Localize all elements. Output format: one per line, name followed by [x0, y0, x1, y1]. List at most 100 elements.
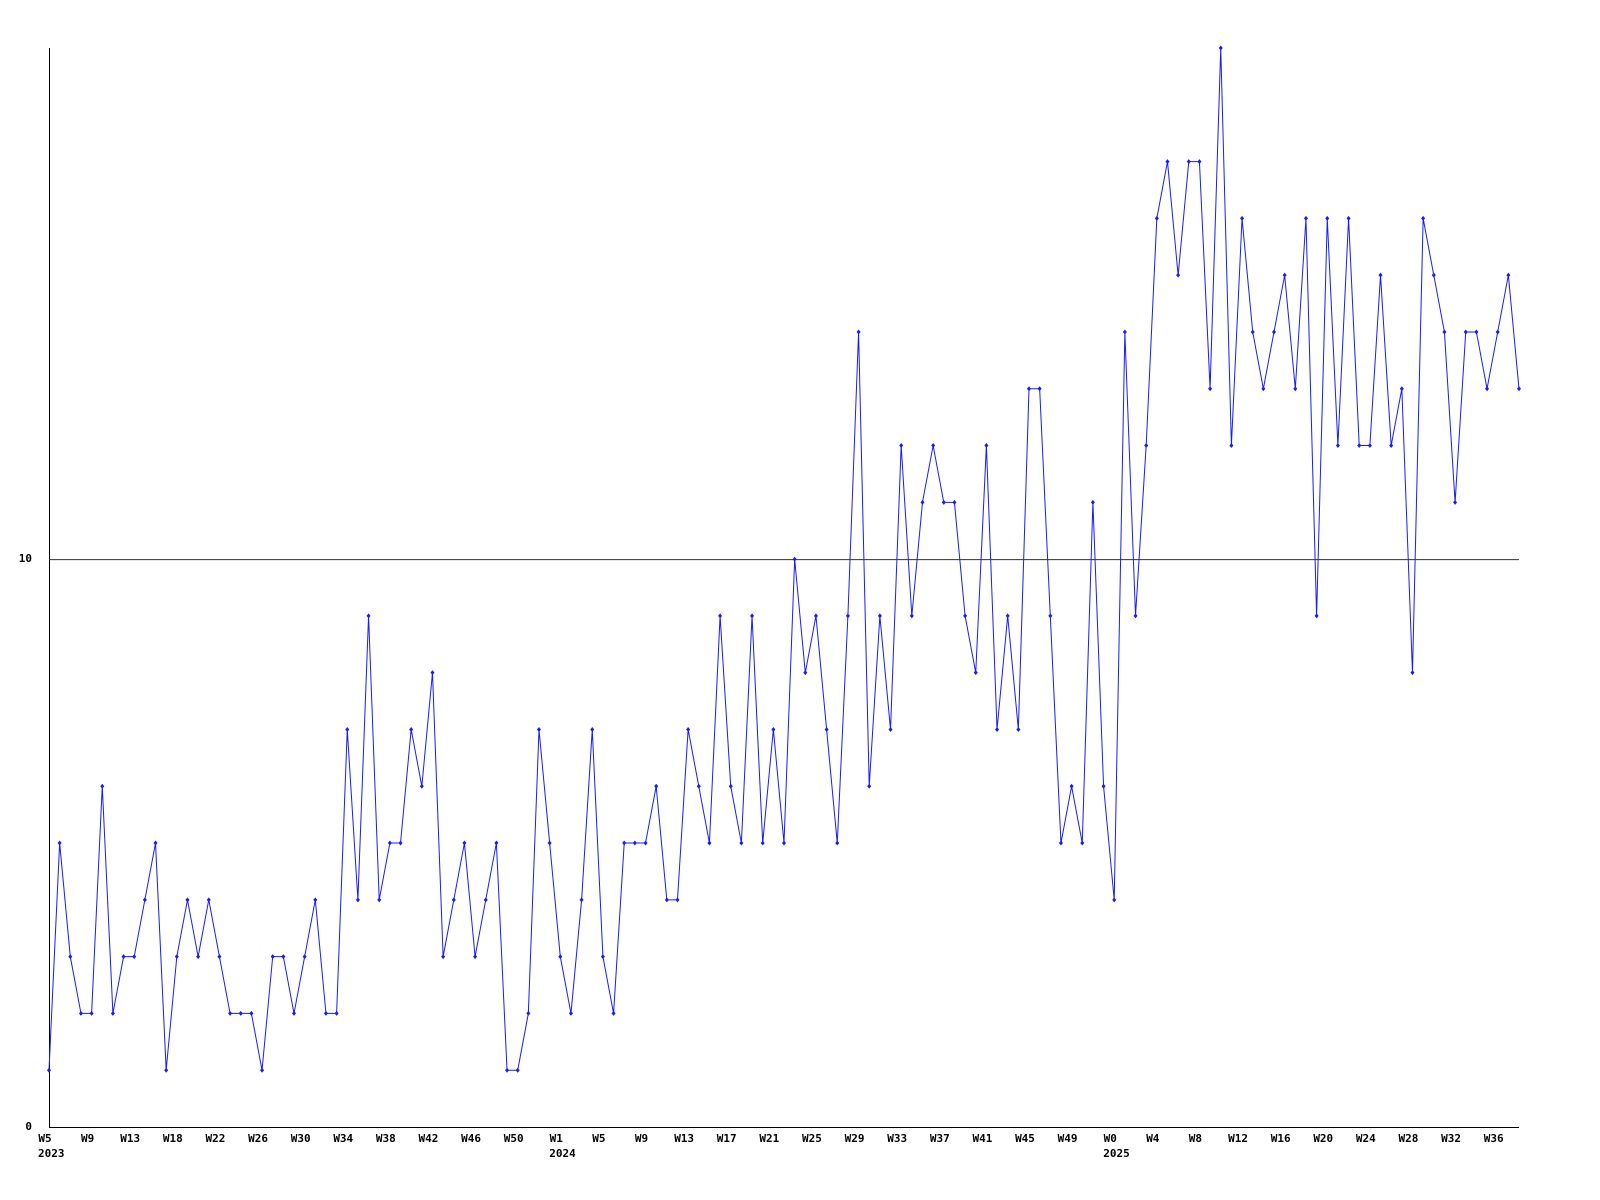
- x-tick-label: W50: [504, 1132, 524, 1145]
- data-point: [739, 840, 744, 846]
- data-point: [1335, 443, 1340, 449]
- x-tick-label: W37: [930, 1132, 950, 1145]
- x-group-label: 2023: [38, 1147, 65, 1160]
- x-tick-label: W17: [717, 1132, 737, 1145]
- data-point: [110, 1010, 115, 1016]
- data-point: [782, 840, 786, 846]
- data-point: [707, 840, 712, 846]
- data-point: [1250, 329, 1255, 335]
- x-tick-label: W42: [419, 1132, 439, 1145]
- data-point: [824, 726, 829, 732]
- data-point: [270, 954, 275, 960]
- data-point: [718, 613, 723, 619]
- data-point: [334, 1010, 339, 1016]
- data-point: [430, 670, 435, 676]
- data-point: [419, 783, 424, 789]
- data-point: [1144, 443, 1149, 449]
- data-point: [537, 726, 541, 732]
- data-point: [1069, 783, 1074, 789]
- data-point: [1218, 45, 1223, 51]
- x-tick-label: W26: [248, 1132, 268, 1145]
- x-tick-label: W1: [550, 1132, 564, 1145]
- data-point: [1410, 670, 1415, 676]
- data-point: [877, 613, 882, 619]
- x-tick-label: W25: [802, 1132, 822, 1145]
- data-point: [1133, 613, 1138, 619]
- data-point: [89, 1010, 94, 1016]
- data-point: [963, 613, 968, 619]
- data-point: [260, 1067, 265, 1073]
- data-point: [483, 897, 488, 903]
- data-point: [153, 840, 158, 846]
- x-group-label: 2024: [549, 1147, 576, 1160]
- data-point: [696, 783, 701, 789]
- data-point: [1517, 386, 1521, 392]
- data-point: [1048, 613, 1053, 619]
- x-tick-label: W30: [291, 1132, 311, 1145]
- data-point: [1122, 329, 1127, 335]
- data-point: [813, 613, 818, 619]
- data-point: [1442, 329, 1447, 335]
- data-point: [1474, 329, 1479, 335]
- data-point: [771, 726, 776, 732]
- data-point: [1495, 329, 1500, 335]
- x-group-label: 2025: [1103, 1147, 1130, 1160]
- data-point: [1485, 386, 1490, 392]
- data-point: [1101, 783, 1106, 789]
- data-point: [888, 726, 893, 732]
- x-tick-label: W46: [461, 1132, 481, 1145]
- data-point: [1176, 272, 1181, 278]
- data-point: [1080, 840, 1085, 846]
- data-point: [441, 954, 446, 960]
- x-tick-label: W8: [1189, 1132, 1202, 1145]
- data-point: [835, 840, 840, 846]
- data-point: [451, 897, 456, 903]
- data-point: [675, 897, 680, 903]
- data-point: [1261, 386, 1266, 392]
- data-point: [1378, 272, 1383, 278]
- data-point: [568, 1010, 573, 1016]
- x-tick-label: W5: [38, 1132, 51, 1145]
- data-point: [1037, 386, 1042, 392]
- data-point: [1005, 613, 1010, 619]
- data-point: [1421, 215, 1426, 221]
- data-point: [121, 954, 126, 960]
- data-point: [68, 954, 73, 960]
- x-tick-label: W13: [674, 1132, 694, 1145]
- data-point: [973, 670, 978, 676]
- x-tick-label: W32: [1441, 1132, 1461, 1145]
- data-point: [1453, 499, 1458, 505]
- data-point: [323, 1010, 328, 1016]
- data-point: [941, 499, 946, 505]
- data-point: [1165, 159, 1170, 165]
- data-point: [1090, 499, 1095, 505]
- data-point: [387, 840, 392, 846]
- x-tick-label: W49: [1058, 1132, 1078, 1145]
- x-tick-label: W9: [635, 1132, 648, 1145]
- data-point: [164, 1067, 169, 1073]
- data-point: [1346, 215, 1351, 221]
- x-tick-label: W13: [120, 1132, 140, 1145]
- x-tick-label: W20: [1313, 1132, 1333, 1145]
- x-tick-label: W0: [1104, 1132, 1117, 1145]
- data-point: [398, 840, 403, 846]
- data-point: [292, 1010, 296, 1016]
- data-point: [1229, 443, 1234, 449]
- data-point: [664, 897, 669, 903]
- x-tick-label: W9: [81, 1132, 94, 1145]
- data-point: [1399, 386, 1404, 392]
- data-point: [899, 443, 904, 449]
- data-point: [792, 556, 797, 562]
- data-point: [1016, 726, 1021, 732]
- data-point: [1389, 443, 1394, 449]
- data-point: [579, 897, 584, 903]
- data-point: [526, 1010, 531, 1016]
- data-point: [238, 1010, 243, 1016]
- data-point: [1293, 386, 1298, 392]
- data-point: [558, 954, 563, 960]
- data-point: [473, 954, 478, 960]
- data-point: [302, 954, 307, 960]
- data-point: [377, 897, 382, 903]
- data-point: [611, 1010, 616, 1016]
